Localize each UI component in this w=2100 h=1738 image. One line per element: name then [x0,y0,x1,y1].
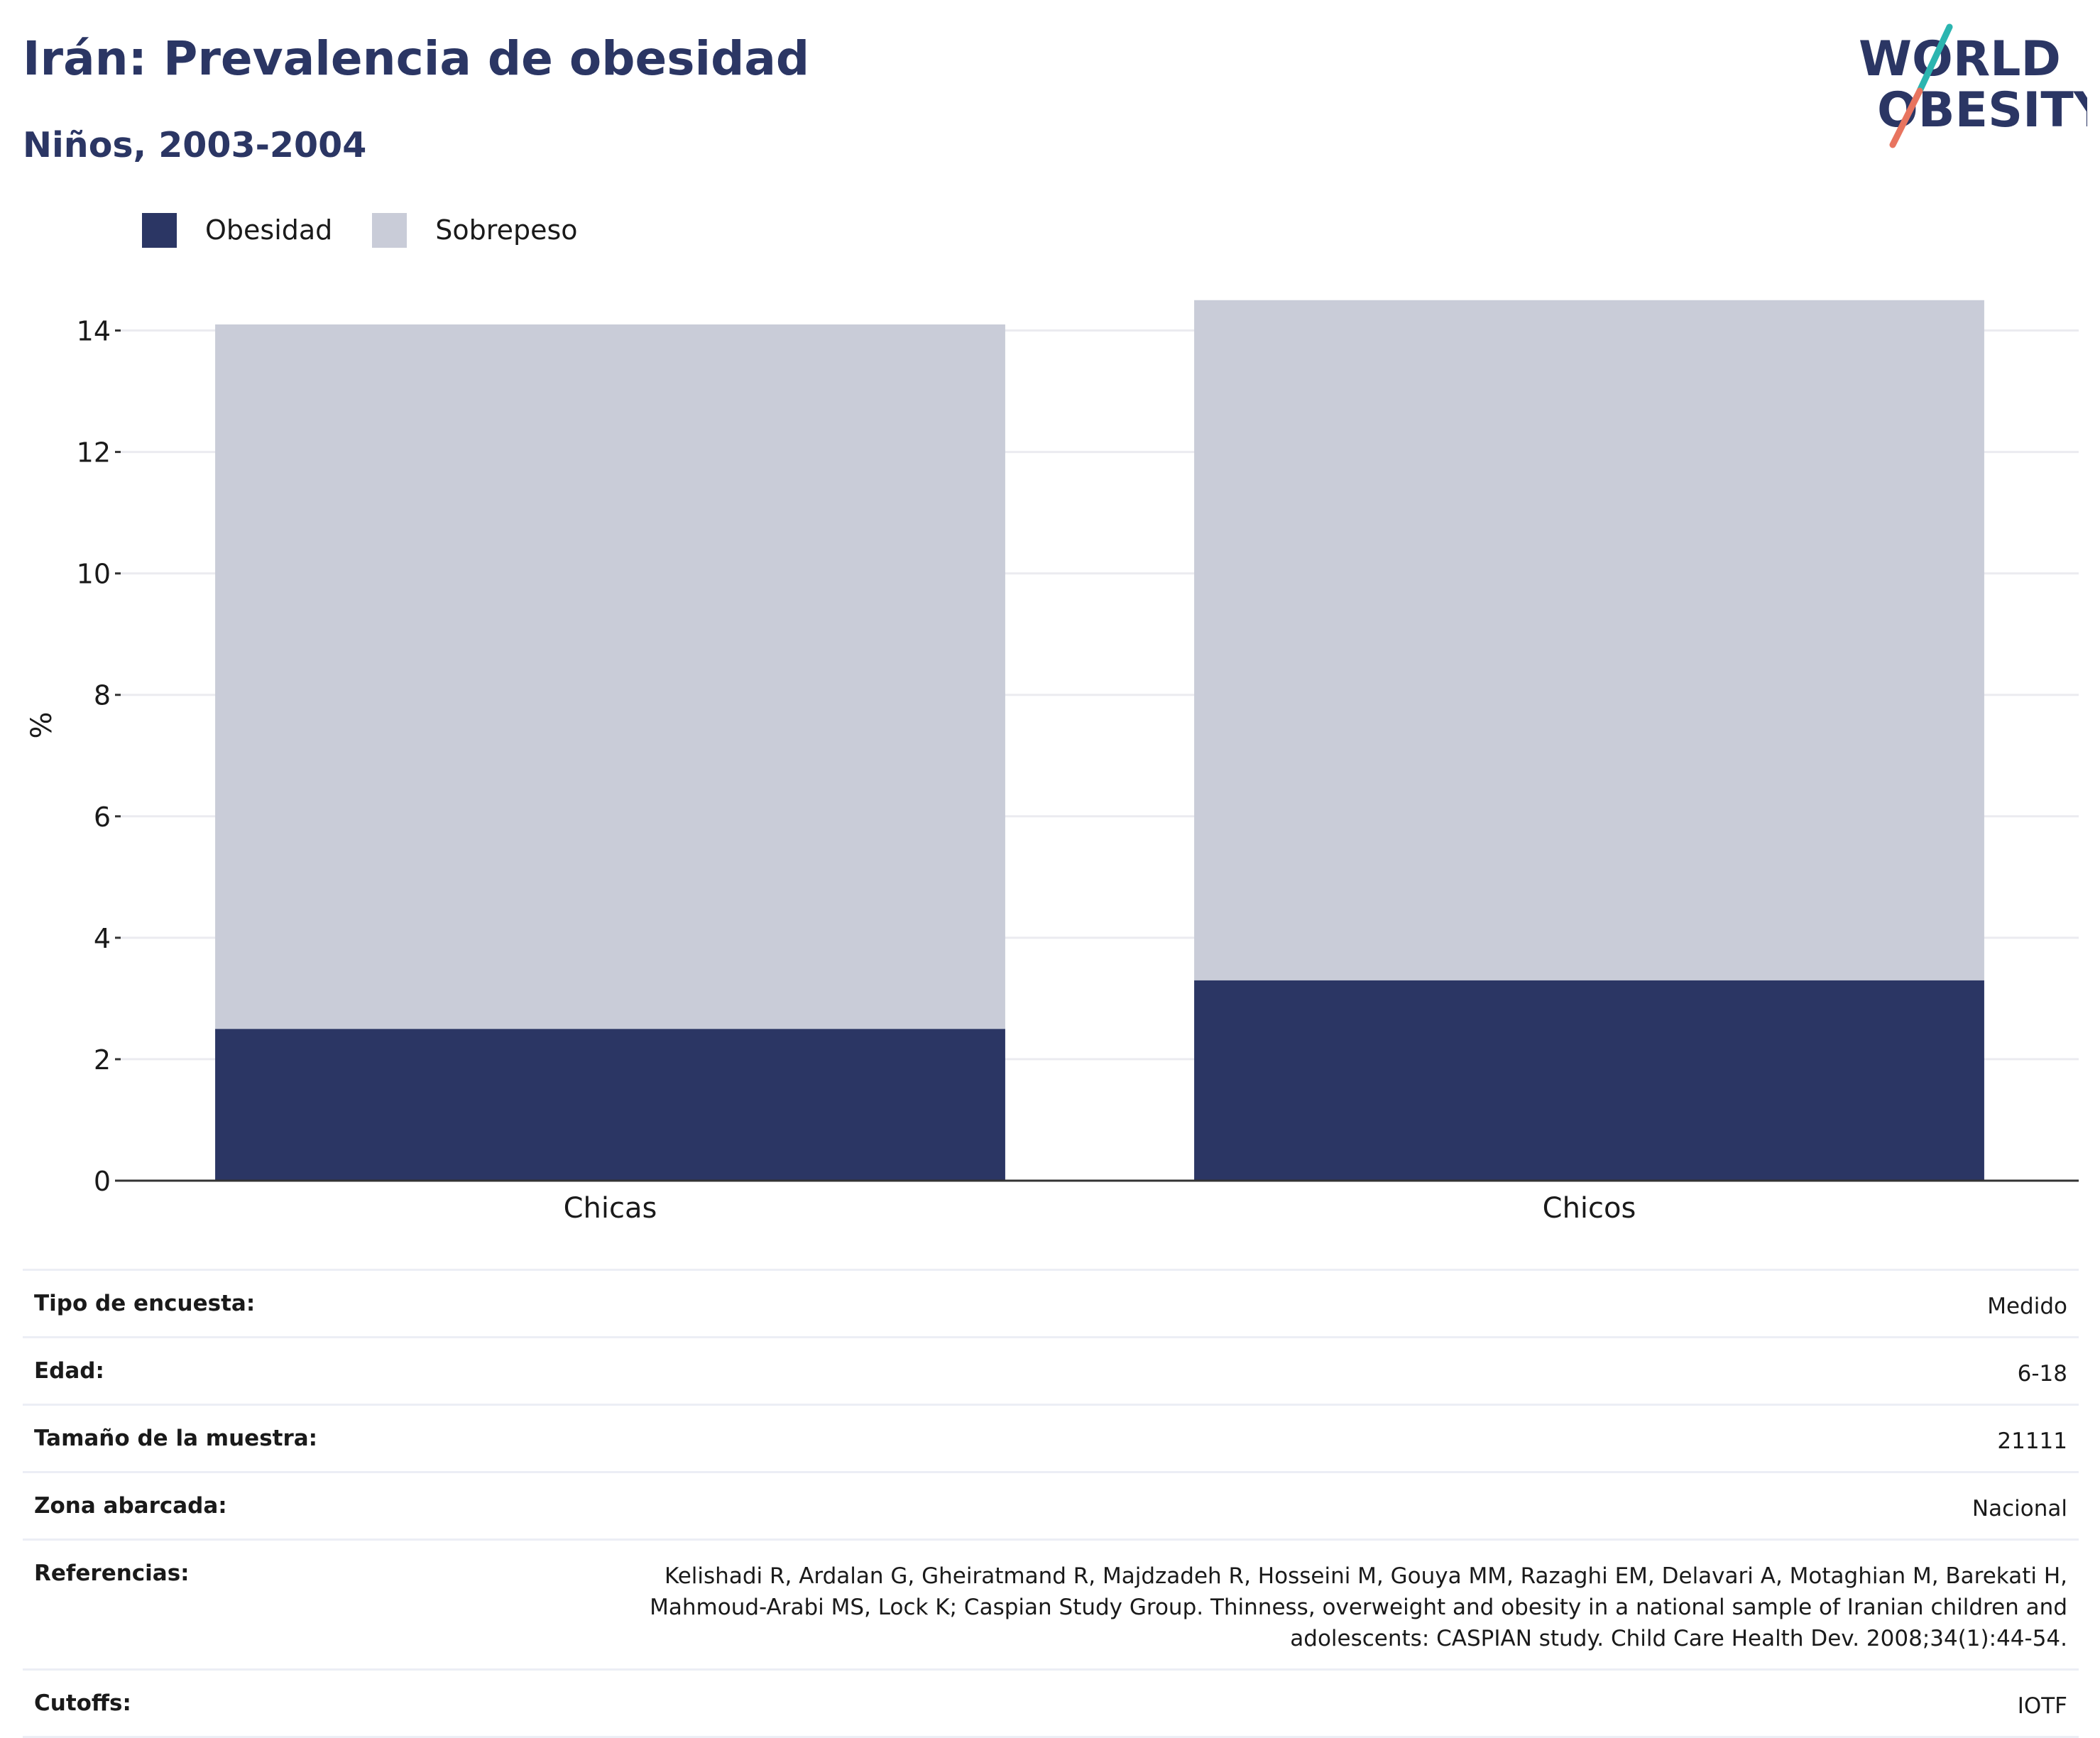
y-tick-label: 14 [77,316,111,347]
metadata-key: Zona abarcada: [34,1493,227,1519]
legend-swatch-sobrepeso [372,212,408,248]
metadata-row-sample-size: Tamaño de la muestra: 21111 [23,1404,2079,1471]
y-tick-label: 0 [94,1166,111,1197]
y-axis-label: % [26,711,58,738]
bar-sobrepeso-chicos [1194,300,1984,980]
x-tick-label: Chicas [564,1192,657,1225]
y-tick-label: 10 [77,559,111,590]
metadata-value: Nacional [1972,1496,2067,1521]
y-tick-label: 8 [94,680,111,711]
metadata-value: Kelishadi R, Ardalan G, Gheiratmand R, M… [650,1563,2067,1651]
y-tick-label: 6 [94,802,111,833]
metadata-row-survey-type: Tipo de encuesta: Medido [23,1269,2079,1336]
y-tick-label: 2 [94,1044,111,1076]
bar-obesidad-chicos [1194,980,1984,1181]
metadata-key: Edad: [34,1358,104,1384]
metadata-key: Tipo de encuesta: [34,1291,256,1316]
legend-item-obesidad[interactable]: Obesidad [142,212,333,248]
metadata-key: Referencias: [34,1561,190,1586]
chart-subtitle: Niños, 2003-2004 [23,125,367,165]
chart-legend: Obesidad Sobrepeso [142,212,618,248]
legend-swatch-obesidad [142,212,177,248]
x-tick-label: Chicos [1543,1192,1636,1225]
metadata-row-age: Edad: 6-18 [23,1336,2079,1404]
metadata-value: 6-18 [2017,1361,2067,1387]
world-obesity-logo: WORLD OBESITY [1859,23,2087,148]
y-tick-label: 12 [77,437,111,469]
chart-title: Irán: Prevalencia de obesidad [23,31,810,86]
metadata-value: Medido [1987,1294,2067,1319]
bar-chart: 0 2 4 6 8 10 12 14% Chicas Chicos [26,300,2079,1225]
logo-text-world: WORLD [1859,31,2061,87]
legend-label-obesidad: Obesidad [205,214,333,246]
metadata-row-cutoffs: Cutoffs: IOTF [23,1668,2079,1738]
metadata-table: Tipo de encuesta: Medido Edad: 6-18 Tama… [23,1269,2079,1738]
legend-item-sobrepeso[interactable]: Sobrepeso [372,212,578,248]
metadata-key: Tamaño de la muestra: [34,1426,318,1451]
logo-slash-coral [1889,87,1923,148]
metadata-value: 21111 [1997,1428,2067,1454]
metadata-value: IOTF [2017,1693,2067,1719]
bar-obesidad-chicas [215,1029,1005,1181]
y-tick-label: 4 [94,923,111,954]
metadata-row-area: Zona abarcada: Nacional [23,1471,2079,1538]
bar-sobrepeso-chicas [215,324,1005,1029]
legend-label-sobrepeso: Sobrepeso [435,214,578,246]
metadata-key: Cutoffs: [34,1690,131,1716]
logo-slash-teal [1916,23,1953,94]
metadata-row-references: Referencias: Kelishadi R, Ardalan G, Ghe… [23,1538,2079,1668]
